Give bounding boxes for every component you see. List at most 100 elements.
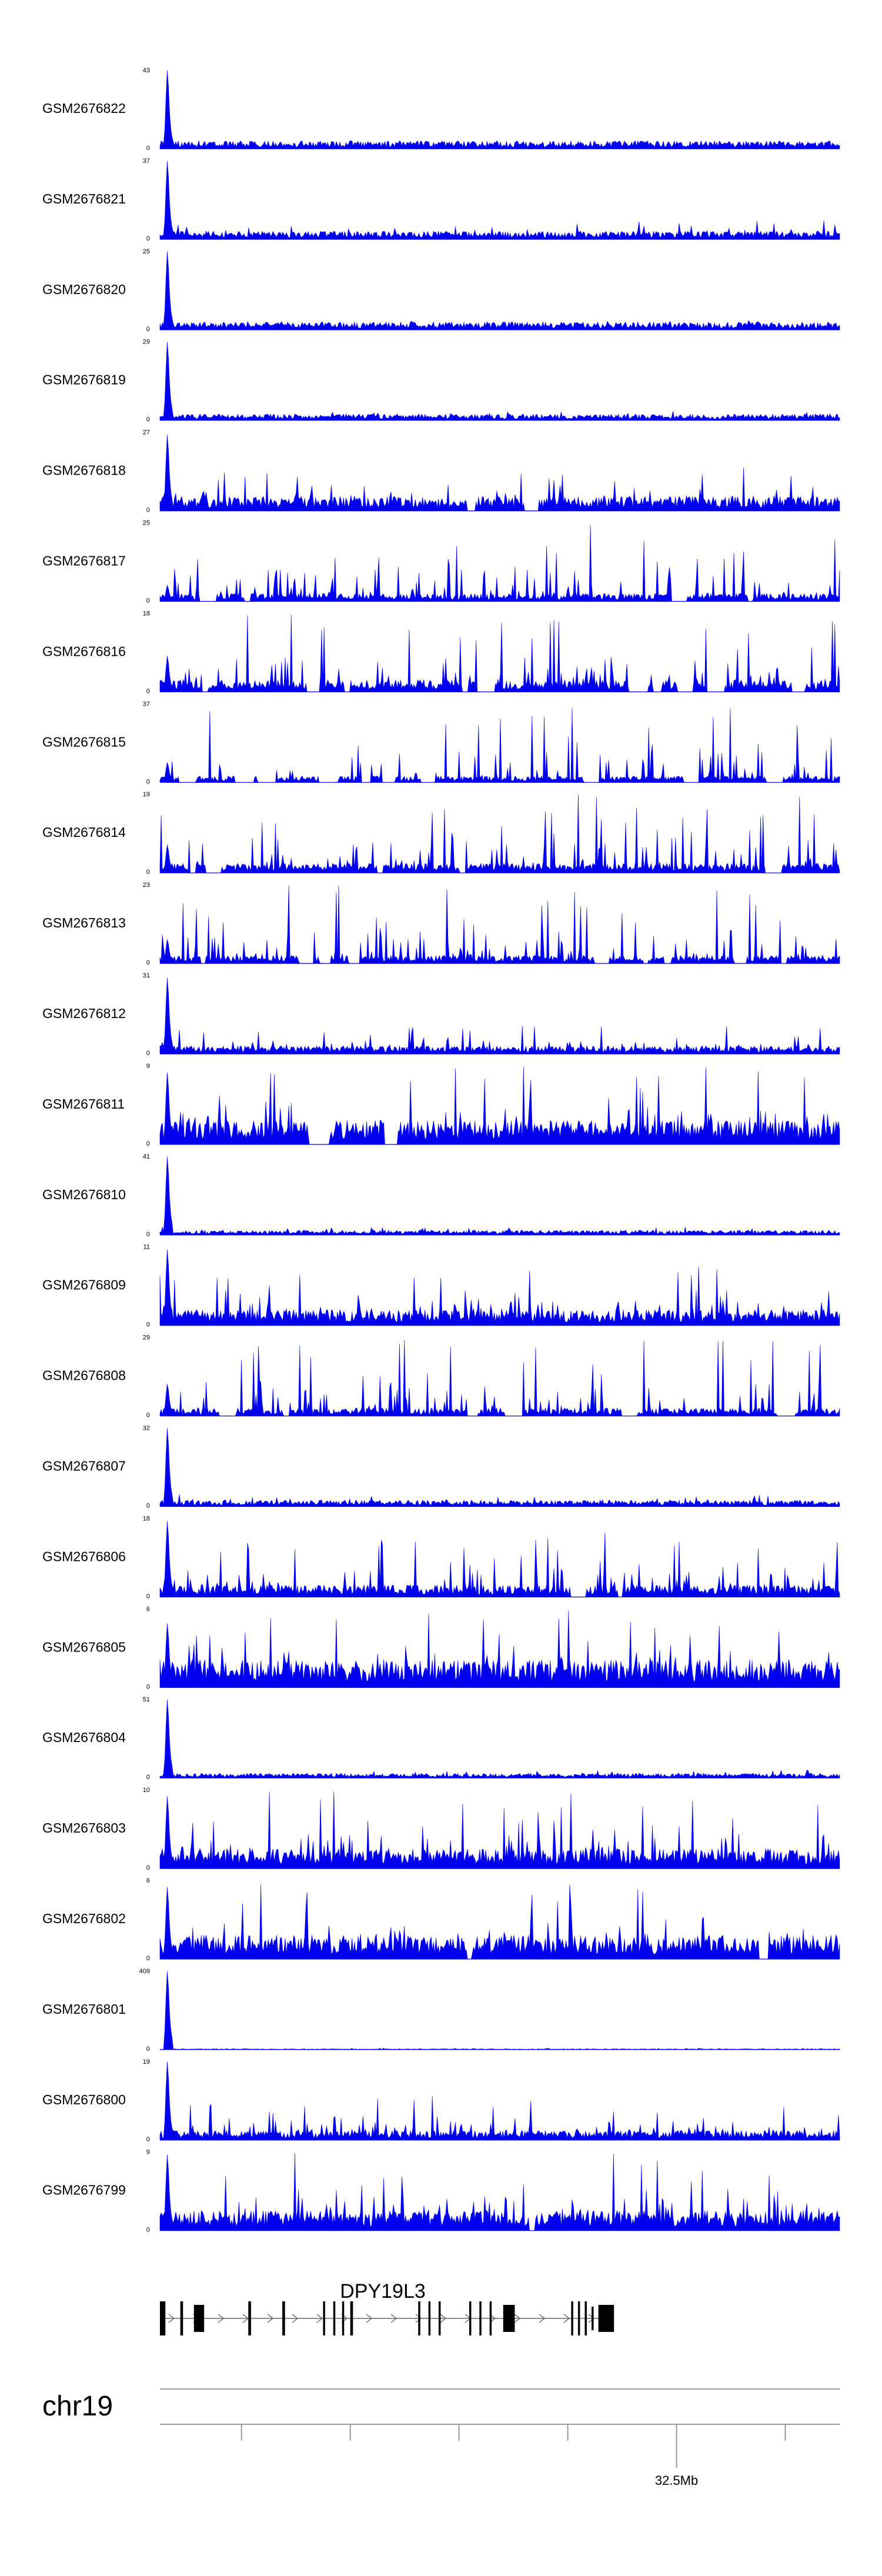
gene-exon [428, 2301, 431, 2335]
gene-exon [160, 2301, 166, 2335]
gene-exon [479, 2301, 482, 2335]
track-ymin-label: 0 [146, 416, 150, 423]
track-label: GSM2676818 [42, 463, 126, 478]
strand-chevron [168, 2314, 175, 2323]
strand-chevron [390, 2314, 397, 2323]
track-GSM2676801: GSM2676801 409 0 [42, 1968, 840, 2053]
gene-exon [503, 2305, 515, 2332]
strand-chevron [514, 2314, 521, 2323]
gene-exon [350, 2301, 353, 2335]
track-GSM2676799: GSM2676799 9 0 [42, 2149, 840, 2234]
track-ymax-label: 23 [143, 882, 150, 889]
coordinate-axis: chr19 32.5Mb [42, 2388, 840, 2488]
signal-area [159, 1156, 840, 1236]
signal-area [159, 1340, 840, 1416]
track-ymax-label: 51 [143, 1696, 150, 1703]
track-GSM2676806: GSM2676806 18 0 [42, 1515, 840, 1600]
gene-name-label: DPY19L3 [340, 2280, 426, 2303]
gene-exon [193, 2305, 205, 2332]
track-GSM2676813: GSM2676813 23 0 [42, 882, 840, 966]
signal-area [159, 161, 840, 240]
track-GSM2676811: GSM2676811 9 0 [42, 1063, 840, 1147]
signal-area [159, 2061, 840, 2141]
track-label: GSM2676813 [42, 915, 126, 930]
track-label: GSM2676804 [42, 1730, 126, 1745]
signal-area [159, 525, 840, 602]
signal-area [159, 1884, 840, 1960]
track-ymax-label: 11 [143, 1244, 150, 1251]
track-ymax-label: 32 [143, 1425, 150, 1432]
track-ymax-label: 25 [143, 248, 150, 255]
signal-area [159, 251, 840, 331]
track-label: GSM2676822 [42, 101, 126, 116]
track-label: GSM2676801 [42, 2001, 126, 2017]
track-GSM2676802: GSM2676802 6 0 [42, 1877, 840, 1962]
track-ymin-label: 0 [146, 326, 150, 333]
gene-exon [323, 2301, 325, 2335]
track-ymin-label: 0 [146, 2136, 150, 2143]
strand-chevron [316, 2314, 323, 2323]
gene-exon [571, 2301, 573, 2335]
gene-exon [584, 2301, 587, 2335]
track-label: GSM2676806 [42, 1549, 126, 1564]
track-ymin-label: 0 [146, 959, 150, 966]
track-ymin-label: 0 [146, 1593, 150, 1600]
chromosome-label: chr19 [42, 2391, 113, 2422]
gene-exon [333, 2301, 336, 2335]
signal-area [159, 1249, 840, 1326]
track-GSM2676821: GSM2676821 37 0 [42, 158, 840, 242]
track-ymax-label: 6 [146, 1606, 150, 1613]
signal-area [159, 435, 840, 511]
track-GSM2676800: GSM2676800 19 0 [42, 2058, 840, 2143]
signal-area [159, 885, 840, 964]
track-ymax-label: 18 [143, 1515, 150, 1522]
track-ymax-label: 18 [143, 610, 150, 617]
track-label: GSM2676819 [42, 372, 126, 388]
gene-exon [282, 2301, 285, 2335]
signal-area [159, 1610, 840, 1688]
track-ymin-label: 0 [146, 1774, 150, 1781]
gene-track: DPY19L3 [160, 2280, 614, 2335]
track-label: GSM2676814 [42, 825, 126, 840]
track-label: GSM2676800 [42, 2092, 126, 2107]
track-ymin-label: 0 [146, 2227, 150, 2234]
track-label: GSM2676816 [42, 643, 126, 659]
track-ymin-label: 0 [146, 1503, 150, 1510]
track-ymin-label: 0 [146, 688, 150, 695]
gene-exon [598, 2305, 614, 2332]
strand-chevron [563, 2314, 570, 2323]
track-ymin-label: 0 [146, 869, 150, 876]
track-label: GSM2676803 [42, 1820, 126, 1836]
track-ymin-label: 0 [146, 778, 150, 785]
gene-exon [418, 2301, 420, 2335]
signal-area [159, 1791, 840, 1869]
track-ymax-label: 19 [143, 2058, 150, 2066]
track-ymin-label: 0 [146, 1140, 150, 1147]
gene-exon [592, 2307, 594, 2330]
signal-area [159, 977, 840, 1055]
track-ymin-label: 0 [146, 2046, 150, 2053]
track-ymax-label: 9 [146, 1063, 150, 1070]
signal-area [159, 795, 840, 873]
track-label: GSM2676799 [42, 2183, 126, 2198]
track-ymax-label: 29 [143, 1334, 150, 1342]
track-ymin-label: 0 [146, 1231, 150, 1238]
strand-chevron [588, 2314, 595, 2323]
signal-area [159, 2153, 840, 2231]
signal-area [159, 615, 840, 692]
track-ymax-label: 31 [143, 972, 150, 979]
track-ymin-label: 0 [146, 1683, 150, 1690]
track-ymax-label: 27 [143, 429, 150, 436]
track-ymin-label: 0 [146, 1412, 150, 1419]
gene-exon [438, 2301, 441, 2335]
track-GSM2676804: GSM2676804 51 0 [42, 1696, 840, 1781]
signal-area [159, 342, 840, 421]
track-label: GSM2676812 [42, 1006, 126, 1021]
gene-exon [248, 2301, 251, 2335]
track-ymax-label: 10 [143, 1787, 150, 1794]
track-label: GSM2676821 [42, 191, 126, 206]
track-ymin-label: 0 [146, 1955, 150, 1962]
track-GSM2676807: GSM2676807 32 0 [42, 1425, 840, 1510]
gene-exon [180, 2301, 183, 2335]
